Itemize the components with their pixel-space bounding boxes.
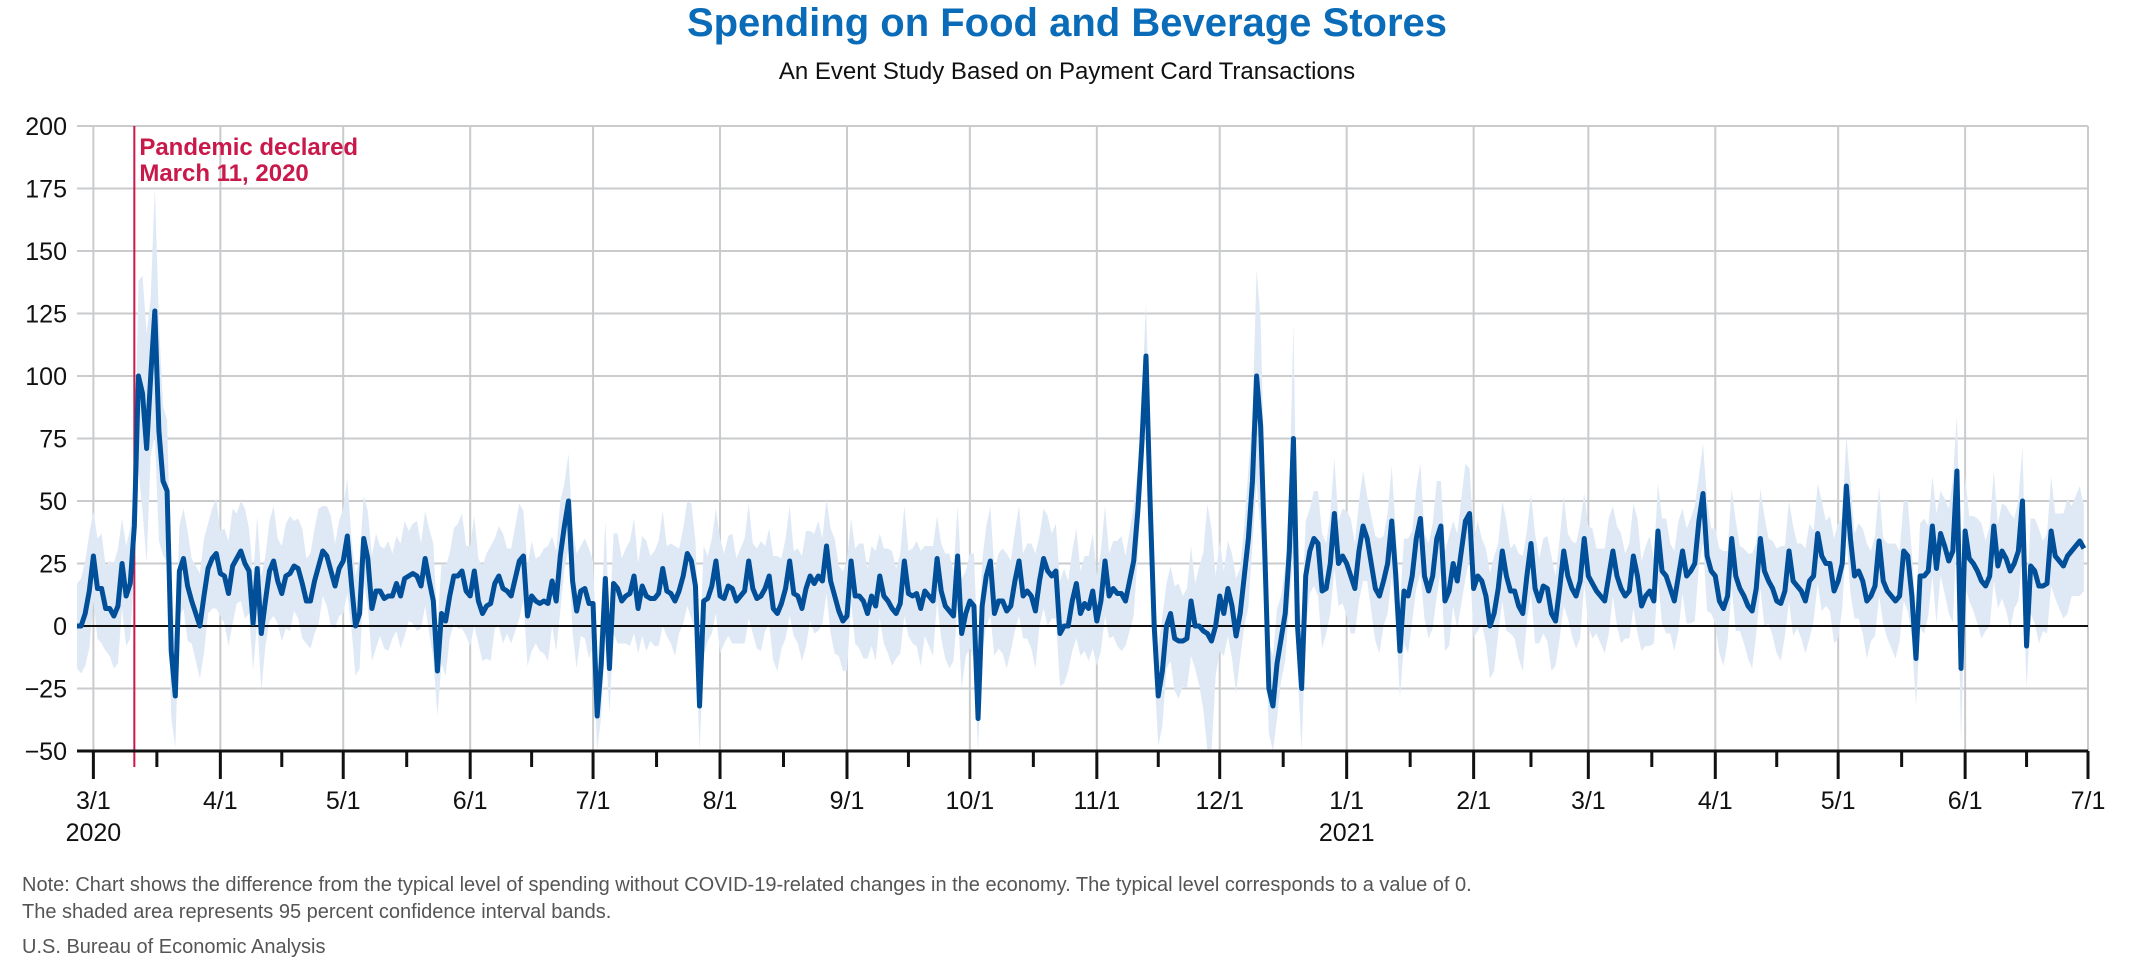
y-axis: 200 175 150 125 100 75 50 25 0 −25 −50	[25, 113, 67, 766]
y-tick-label: 200	[25, 113, 67, 141]
chart-subtitle: An Event Study Based on Payment Card Tra…	[778, 58, 1356, 85]
y-tick-label: 0	[53, 613, 67, 641]
x-tick-label: 7/1	[2071, 787, 2106, 815]
y-tick-label: 50	[39, 488, 67, 516]
chart-note: Note: Chart shows the difference from th…	[22, 872, 1472, 926]
x-tick-label: 12/1	[1195, 787, 1244, 815]
x-year-label: 2020	[66, 819, 122, 847]
series-points	[77, 311, 2084, 719]
annotation-line-1: Pandemic declared	[139, 134, 358, 161]
y-tick-label: 175	[25, 176, 67, 204]
x-tick-label: 6/1	[1948, 787, 1983, 815]
x-year-label: 2021	[1319, 819, 1375, 847]
source-credit: U.S. Bureau of Economic Analysis	[22, 936, 326, 958]
y-tick-label: −50	[25, 738, 67, 766]
x-tick-label: 5/1	[326, 787, 361, 815]
gridlines	[77, 125, 2089, 751]
y-tick-label: 75	[39, 426, 67, 454]
chart-title: Spending on Food and Beverage Stores	[686, 1, 1448, 45]
x-tick-label: 10/1	[946, 787, 995, 815]
x-tick-label: 7/1	[576, 787, 611, 815]
y-tick-label: −25	[25, 676, 67, 704]
x-axis: 3/1 2020 4/1 5/1 6/1 7/1 8/1 9/1 10/1 11/1 12/1 1/1…	[66, 749, 2106, 847]
confidence-band	[77, 186, 2084, 751]
note-line-2: The shaded area represents 95 percent co…	[22, 901, 612, 923]
x-tick-label: 6/1	[453, 787, 488, 815]
x-tick-label: 2/1	[1456, 787, 1491, 815]
x-tick-label: 9/1	[830, 787, 865, 815]
x-tick-label: 4/1	[1698, 787, 1733, 815]
y-tick-label: 25	[39, 551, 67, 579]
y-tick-label: 150	[25, 238, 67, 266]
annotation-line-2: March 11, 2020	[139, 160, 308, 187]
x-tick-label: 4/1	[203, 787, 238, 815]
x-tick-label: 3/1	[1571, 787, 1606, 815]
series-line	[77, 308, 2087, 721]
y-tick-label: 125	[25, 301, 67, 329]
x-tick-label: 1/1	[1329, 787, 1364, 815]
x-tick-label: 3/1	[76, 787, 111, 815]
x-tick-label: 8/1	[703, 787, 738, 815]
y-tick-label: 100	[25, 363, 67, 391]
x-tick-label: 11/1	[1073, 787, 1120, 815]
note-line-1: Note: Chart shows the difference from th…	[22, 874, 1472, 896]
x-tick-label: 5/1	[1821, 787, 1856, 815]
